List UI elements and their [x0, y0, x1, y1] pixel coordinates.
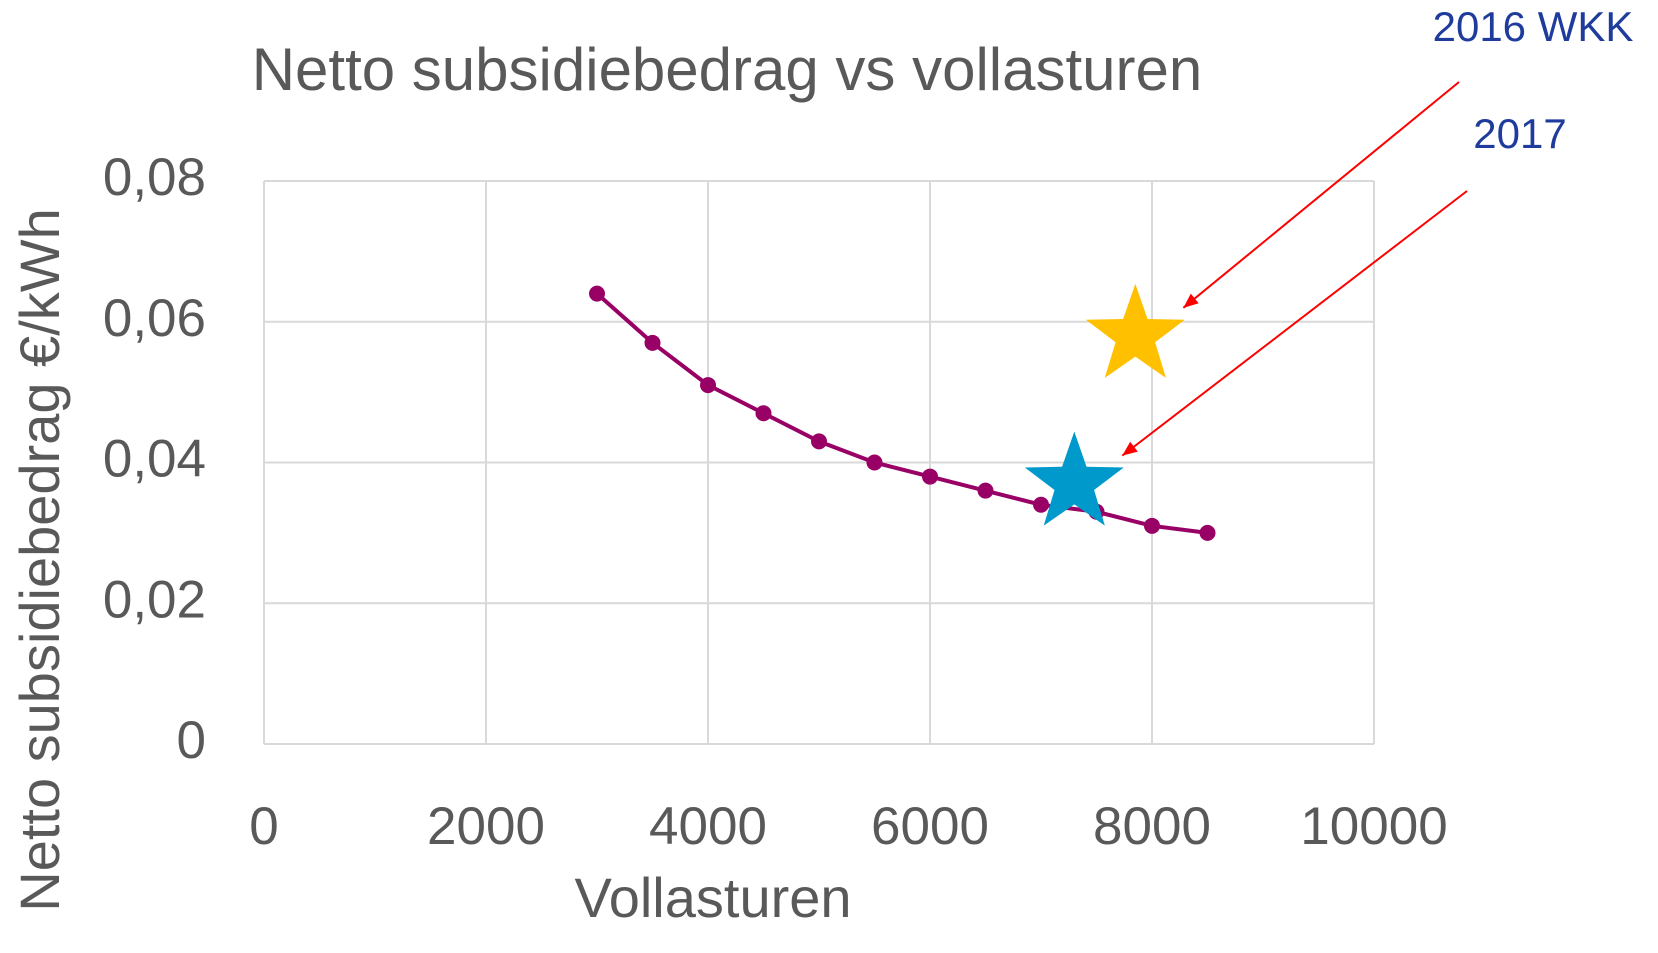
x-tick-label: 8000 — [1093, 797, 1211, 856]
star-marker — [1085, 283, 1185, 378]
x-tick-label: 0 — [249, 797, 278, 856]
arrow-head — [1122, 441, 1138, 456]
x-tick-label: 10000 — [1300, 797, 1447, 856]
data-point — [700, 377, 716, 394]
y-tick-label: 0,06 — [103, 289, 206, 348]
series-line — [595, 292, 1208, 535]
data-point — [1033, 496, 1049, 513]
annotation-label: 2017 — [1473, 110, 1566, 157]
data-point — [1144, 517, 1160, 534]
y-tick-label: 0,08 — [103, 148, 206, 207]
annotation-arrow — [1182, 81, 1460, 309]
data-point — [811, 433, 827, 450]
star-marker — [1024, 431, 1124, 526]
data-point — [1199, 524, 1216, 541]
data-point — [755, 405, 772, 422]
arrow-head — [1183, 293, 1199, 308]
data-point — [589, 285, 605, 302]
data-point — [644, 334, 661, 351]
data-point — [977, 482, 994, 499]
x-tick-label: 4000 — [649, 797, 767, 856]
x-tick-label: 2000 — [427, 797, 545, 856]
y-tick-label: 0,04 — [103, 430, 206, 489]
y-tick-label: 0 — [177, 711, 206, 770]
data-point — [866, 454, 883, 471]
x-tick-label: 6000 — [871, 797, 989, 856]
data-point — [922, 468, 938, 485]
chart-title: Netto subsidiebedrag vs vollasturen — [252, 36, 1203, 103]
y-tick-label: 0,02 — [103, 570, 206, 629]
annotation-arrow — [1121, 190, 1468, 457]
x-axis-label: Vollasturen — [574, 866, 851, 929]
y-axis-label: Netto subsidiebedrag €/kWh — [8, 208, 71, 912]
annotation-label: 2016 WKK — [1433, 3, 1634, 50]
